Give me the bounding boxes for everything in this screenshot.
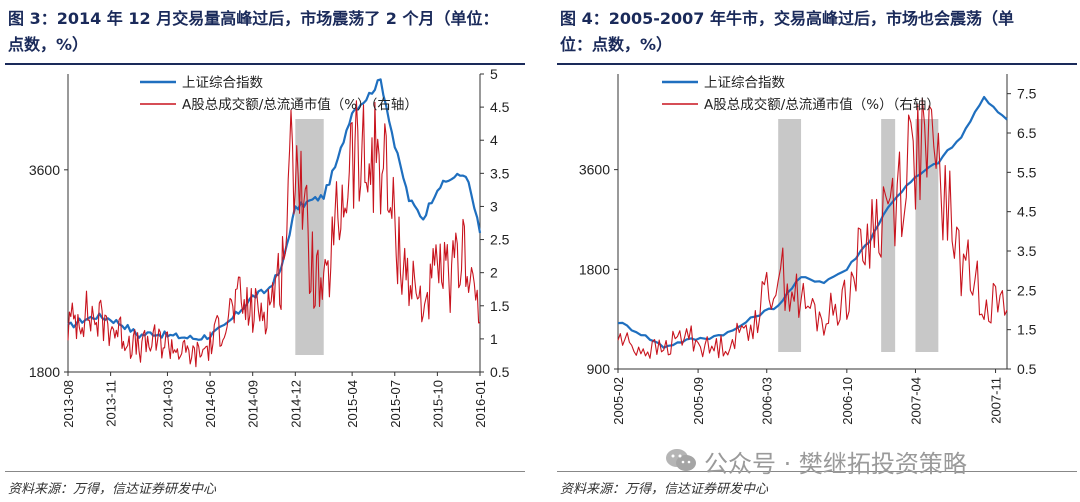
legend-label-1: A股总成交额/总流通市值（%）（右轴） [704, 96, 940, 113]
right-tick-label-2: 1.5 [490, 298, 510, 314]
shaded-period-0 [778, 119, 802, 352]
right-tick-label-0: 0.5 [1017, 361, 1037, 377]
figure-3-panel: 图 3：2014 年 12 月交易量高峰过后，市场震荡了 2 个月（单位： 点数… [0, 0, 530, 502]
right-tick-label-1: 1.5 [1017, 322, 1037, 338]
x-tick-label-7: 2015-07 [388, 380, 403, 428]
x-tick-label-3: 2014-06 [203, 380, 218, 428]
figure-4-bottom-rule [557, 471, 1077, 472]
x-tick-label-0: 2005-02 [611, 377, 626, 425]
turnover-ratio-line [67, 100, 481, 368]
shanghai-index-line [617, 95, 1008, 349]
figure-3-top-rule [5, 63, 525, 65]
figure-4-chart: 900 1800 3600 0.5 1.5 2.5 3.5 4.5 5.5 6.5 7.5 2005-… [579, 74, 1037, 425]
figure-4-title: 图 4：2005-2007 年牛市，交易高峰过后，市场也会震荡（单 位：点数，%… [560, 6, 1075, 58]
legend-label-1: A股总成交额/总流通市值（%）（右轴） [182, 96, 418, 113]
figure-3-chart: 1800 3600 0.5 1 1.5 2 2.5 3 3.5 4 4.5 5 2013-08 2013-… [29, 66, 510, 428]
x-tick-label-0: 2013-08 [61, 380, 76, 428]
figure-4-source: 资料来源：万得，信达证券研发中心 [560, 482, 769, 497]
x-tick-label-9: 2016-01 [473, 380, 488, 428]
right-tick-label-6: 6.5 [1017, 125, 1037, 141]
x-tick-label-3: 2006-10 [840, 377, 855, 425]
left-tick-label-0: 900 [587, 361, 611, 377]
x-tick-label-5: 2014-12 [288, 380, 303, 428]
figure-3-bottom-rule [5, 471, 525, 472]
x-tick-label-4: 2014-09 [246, 380, 261, 428]
figure-4-title-line1: 图 4：2005-2007 年牛市，交易高峰过后，市场也会震荡（单 [560, 9, 1014, 28]
figure-4-panel: 图 4：2005-2007 年牛市，交易高峰过后，市场也会震荡（单 位：点数，%… [552, 0, 1080, 502]
right-tick-label-3: 2 [490, 265, 498, 281]
shaded-period-1 [881, 119, 896, 352]
left-tick-label-2: 3600 [579, 162, 610, 178]
figure-3-source: 资料来源：万得，信达证券研发中心 [8, 482, 217, 497]
figure-3-title: 图 3：2014 年 12 月交易量高峰过后，市场震荡了 2 个月（单位： 点数… [8, 6, 523, 58]
right-tick-label-7: 4 [490, 132, 498, 148]
right-tick-label-5: 5.5 [1017, 164, 1037, 180]
shanghai-index-line [67, 78, 482, 341]
shaded-period-0 [295, 119, 324, 355]
watermark-text: 公众号 · 樊继拓投资策略 [704, 450, 967, 478]
right-tick-label-8: 4.5 [490, 99, 510, 115]
right-tick-label-4: 2.5 [490, 232, 510, 248]
figure-4-top-rule [557, 63, 1077, 65]
left-tick-label-1: 3600 [29, 162, 60, 178]
x-tick-label-8: 2015-10 [430, 380, 445, 428]
x-tick-label-2: 2014-03 [160, 380, 175, 428]
x-tick-label-1: 2013-11 [104, 380, 119, 427]
right-tick-label-0: 0.5 [490, 364, 510, 380]
right-tick-label-6: 3.5 [490, 165, 510, 181]
right-tick-label-1: 1 [490, 331, 498, 347]
x-tick-label-4: 2007-04 [908, 377, 923, 425]
x-tick-label-2: 2006-03 [760, 377, 775, 425]
right-tick-label-9: 5 [490, 66, 498, 82]
legend-label-0: 上证综合指数 [704, 75, 785, 91]
left-tick-label-0: 1800 [29, 364, 60, 380]
right-tick-label-2: 2.5 [1017, 282, 1037, 298]
left-tick-label-1: 1800 [579, 261, 610, 277]
turnover-ratio-line [617, 97, 1008, 359]
right-tick-label-5: 3 [490, 198, 498, 214]
figure-3-title-line2: 点数，%） [8, 35, 89, 54]
figure-3-title-line1: 图 3：2014 年 12 月交易量高峰过后，市场震荡了 2 个月（单位： [8, 9, 499, 28]
legend-label-0: 上证综合指数 [182, 75, 263, 91]
right-tick-label-4: 4.5 [1017, 204, 1037, 220]
x-tick-label-6: 2015-04 [345, 380, 360, 428]
x-tick-label-1: 2005-09 [691, 377, 706, 425]
shaded-period-2 [915, 119, 939, 352]
right-tick-label-7: 7.5 [1017, 86, 1037, 102]
figure-4-title-line2: 位：点数，%） [560, 35, 673, 54]
x-tick-label-5: 2007-11 [989, 377, 1004, 424]
wechat-icon [666, 449, 696, 471]
right-tick-label-3: 3.5 [1017, 243, 1037, 259]
